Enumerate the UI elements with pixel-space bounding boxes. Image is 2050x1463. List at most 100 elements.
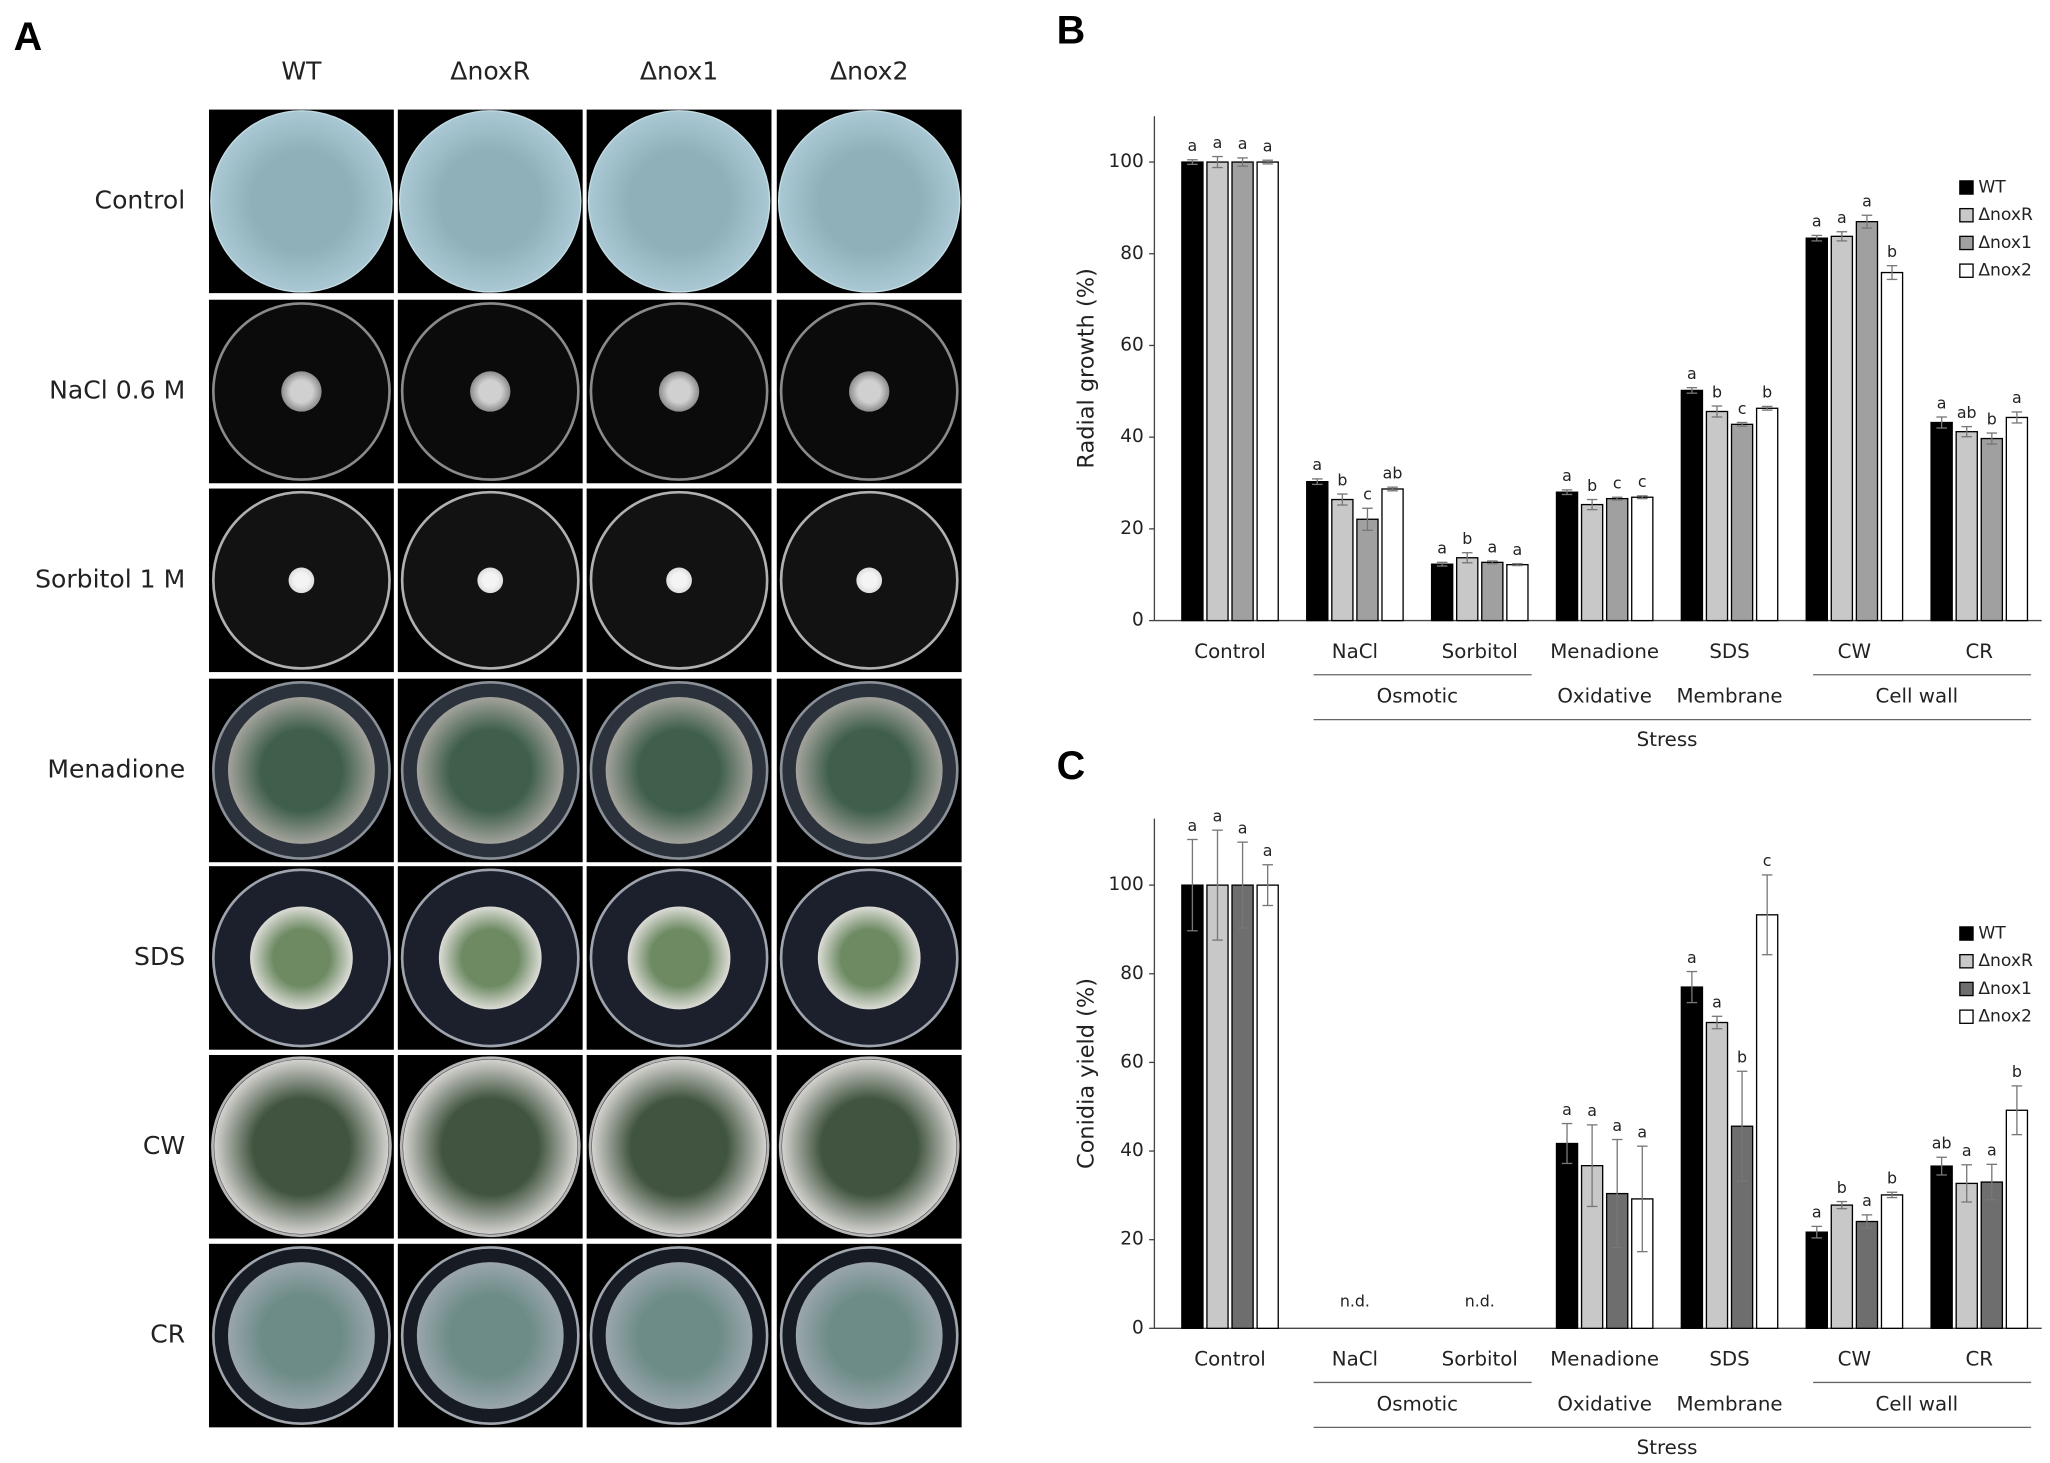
significance-letter: a — [1962, 1141, 1972, 1160]
group-label: Osmotic — [1377, 1392, 1458, 1415]
fungal-colony — [288, 567, 315, 594]
fungal-colony — [470, 371, 511, 412]
group-label: Stress — [1637, 728, 1698, 751]
fungal-colony — [228, 697, 375, 844]
bar — [1980, 1181, 2004, 1329]
bar — [1256, 161, 1279, 622]
significance-letter: a — [1862, 1191, 1872, 1210]
significance-letter: b — [1987, 409, 1997, 428]
fungal-colony — [849, 371, 890, 412]
bar — [1605, 497, 1629, 622]
y-axis-label: Radial growth (%) — [1074, 268, 1100, 468]
bar — [2005, 1109, 2029, 1329]
bar — [1805, 1231, 1828, 1329]
significance-letter: a — [1513, 540, 1523, 559]
bar — [1231, 884, 1254, 1329]
bar — [1855, 220, 1879, 622]
bar — [1456, 557, 1479, 622]
x-tick-label: Menadione — [1550, 1348, 1659, 1371]
bar — [1730, 423, 1754, 622]
x-tick-label: NaCl — [1332, 1348, 1378, 1371]
fungal-colony — [591, 1059, 767, 1234]
significance-letter: a — [1213, 133, 1223, 152]
x-tick-label: CR — [1965, 640, 1993, 663]
fungal-colony — [627, 906, 731, 1010]
significance-letter: c — [1363, 485, 1372, 504]
bar — [1181, 884, 1204, 1329]
fungal-colony — [795, 1262, 943, 1409]
legend-label: Δnox1 — [1978, 979, 2032, 999]
y-tick-label: 100 — [1109, 874, 1144, 895]
significance-letter: a — [1188, 136, 1198, 155]
y-axis-label: Conidia yield (%) — [1074, 978, 1100, 1169]
row-label: CR — [150, 1320, 185, 1349]
fungal-colony — [211, 111, 392, 292]
legend-swatch — [1959, 926, 1974, 941]
significance-letter: ab — [1932, 1134, 1952, 1153]
fungal-colony — [250, 906, 353, 1010]
fungal-colony — [779, 111, 960, 292]
row-label: CW — [143, 1131, 185, 1160]
significance-letter: a — [1937, 393, 1947, 412]
significance-letter: b — [1887, 242, 1897, 261]
category-note: n.d. — [1340, 1291, 1370, 1310]
fungal-colony — [477, 567, 504, 594]
y-tick-label: 20 — [1120, 1229, 1144, 1250]
column-header: Δnox2 — [830, 57, 908, 86]
bar — [1256, 884, 1279, 1329]
x-tick-label: CW — [1838, 640, 1871, 663]
fungal-colony — [228, 1262, 375, 1409]
legend-swatch — [1959, 263, 1974, 278]
legend-swatch — [1959, 207, 1974, 223]
bar — [1755, 407, 1779, 622]
group-label: Cell wall — [1876, 685, 1959, 708]
legend-label: ΔnoxR — [1978, 951, 2033, 971]
significance-letter: a — [1637, 1122, 1647, 1141]
group-label: Oxidative — [1557, 1392, 1652, 1415]
legend-label: WT — [1978, 924, 2006, 944]
bar — [1930, 1165, 1953, 1329]
y-tick-label: 60 — [1120, 334, 1144, 355]
bar — [1506, 563, 1529, 622]
significance-letter: ab — [1383, 463, 1403, 482]
bar — [2005, 416, 2029, 622]
bar — [1855, 1220, 1879, 1329]
x-tick-label: Control — [1194, 1348, 1266, 1371]
bar — [1680, 389, 1704, 622]
fungal-colony — [281, 371, 322, 412]
significance-letter: b — [1462, 529, 1472, 548]
fungal-colony — [856, 567, 883, 594]
fungal-colony — [658, 371, 700, 412]
bar — [1631, 496, 1654, 622]
y-tick-label: 20 — [1120, 518, 1144, 539]
row-label: Menadione — [47, 754, 185, 783]
column-header: WT — [281, 57, 322, 86]
legend-label: Δnox2 — [1978, 1007, 2032, 1027]
fungal-colony — [214, 1059, 389, 1234]
legend-label: Δnox1 — [1978, 233, 2032, 253]
group-label: Membrane — [1676, 1392, 1782, 1415]
x-tick-label: NaCl — [1332, 640, 1378, 663]
legend-swatch — [1959, 235, 1974, 251]
significance-letter: b — [1887, 1169, 1897, 1188]
y-tick-label: 0 — [1132, 610, 1144, 631]
bar — [1830, 235, 1854, 622]
y-tick-label: 40 — [1120, 1140, 1144, 1161]
fungal-colony — [416, 697, 564, 844]
significance-letter: a — [1238, 134, 1248, 153]
legend-swatch — [1959, 953, 1974, 969]
x-tick-label: CR — [1965, 1348, 1993, 1371]
significance-letter: c — [1738, 399, 1747, 418]
row-label: SDS — [134, 942, 185, 971]
legend-swatch — [1959, 180, 1974, 195]
significance-letter: c — [1638, 472, 1647, 491]
row-label: NaCl 0.6 M — [49, 375, 185, 404]
bar — [1705, 410, 1729, 622]
significance-letter: a — [1562, 1100, 1572, 1119]
bar — [1231, 161, 1254, 622]
fungal-colony — [403, 1059, 578, 1234]
group-label: Oxidative — [1557, 685, 1652, 708]
significance-letter: b — [1587, 476, 1597, 495]
significance-letter: a — [1188, 816, 1198, 835]
significance-letter: a — [1487, 537, 1497, 556]
